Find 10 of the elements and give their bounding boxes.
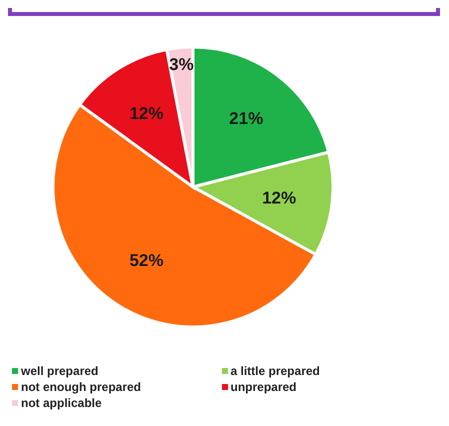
data-label: 12% <box>129 104 164 124</box>
data-label: 52% <box>129 250 164 270</box>
legend-label: unprepared <box>230 380 297 394</box>
legend-label: not enough prepared <box>21 380 141 394</box>
data-label: 3% <box>169 54 194 74</box>
legend-label: not applicable <box>21 396 102 410</box>
legend-label: well prepared <box>21 364 98 378</box>
legend-label: a little prepared <box>230 364 320 378</box>
data-label: 12% <box>262 188 296 208</box>
data-label: 21% <box>229 108 264 128</box>
